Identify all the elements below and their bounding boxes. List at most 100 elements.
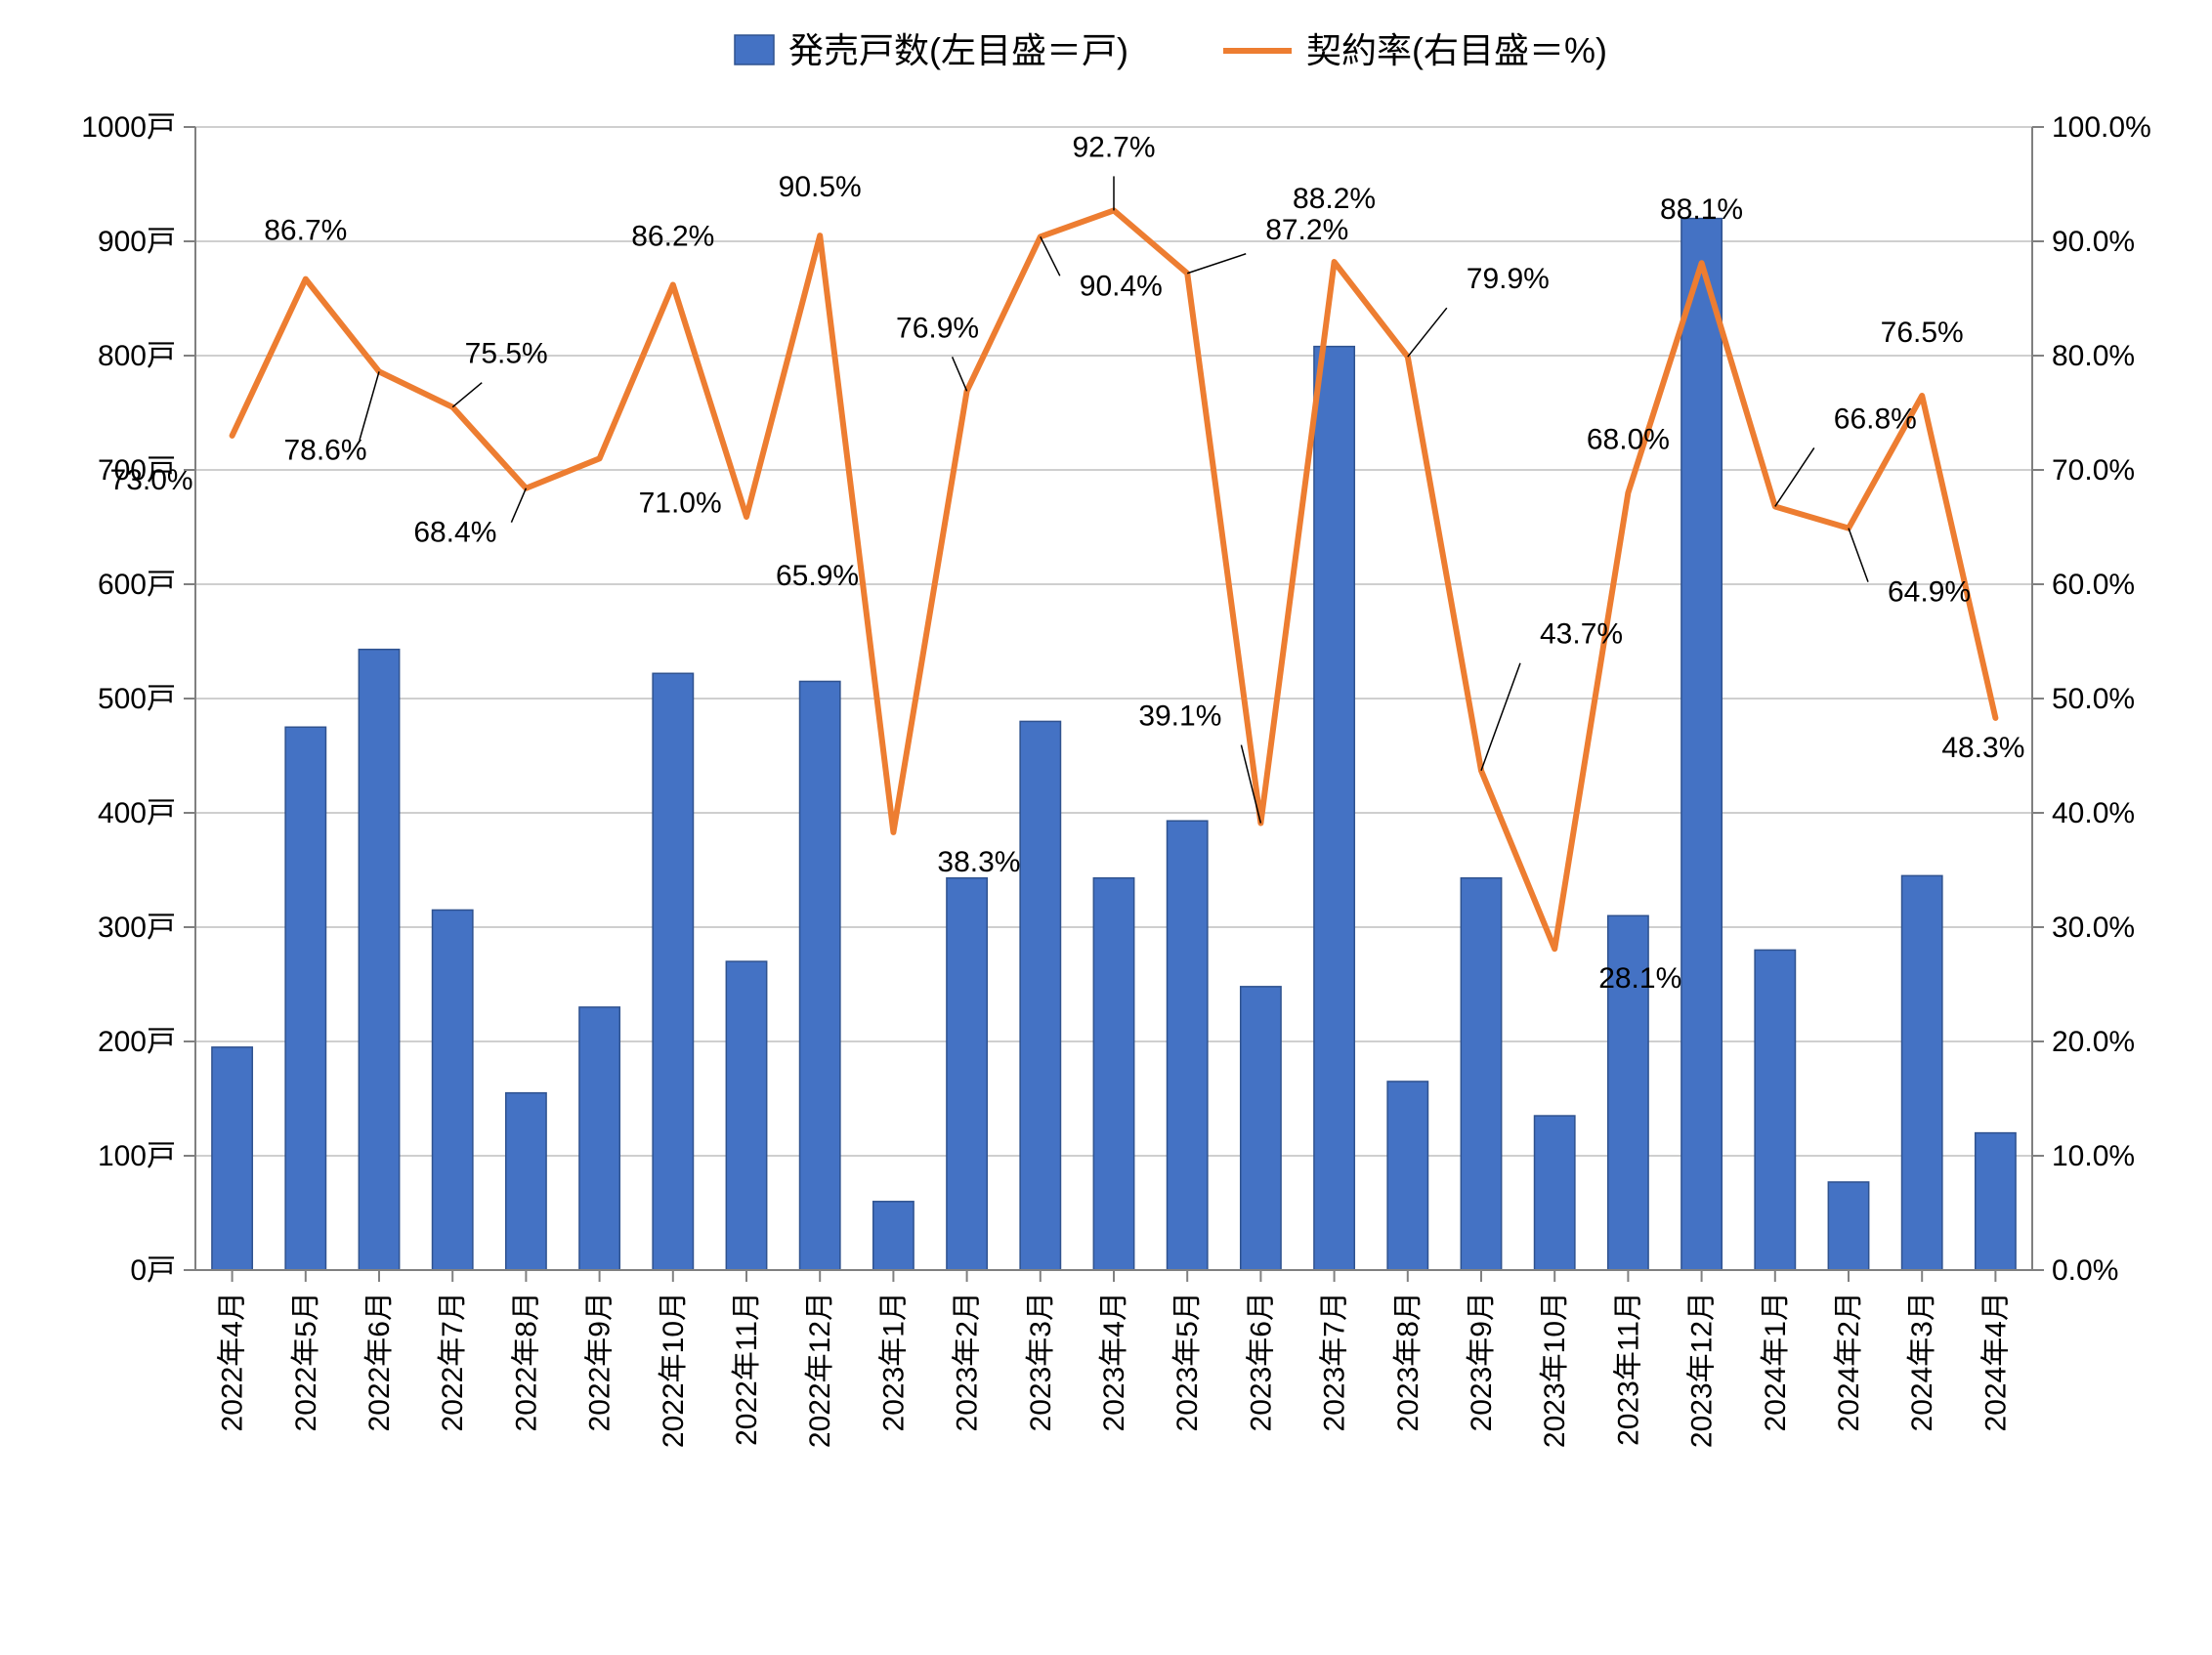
bar [1168,821,1208,1270]
bar [1828,1182,1868,1270]
data-label: 43.7% [1540,618,1623,651]
y-left-tick-label: 100戸 [98,1140,176,1172]
data-label: 86.7% [264,215,347,247]
data-label: 92.7% [1072,131,1155,163]
y-left-tick-label: 600戸 [98,569,176,601]
x-tick-label: 2023年4月 [1098,1292,1130,1431]
bar [1755,950,1795,1270]
chart-container: 73.0%86.7%78.6%75.5%68.4%71.0%86.2%65.9%… [0,0,2212,1655]
x-tick-label: 2023年10月 [1539,1292,1571,1448]
x-tick-label: 2024年2月 [1833,1292,1865,1431]
y-right-tick-label: 10.0% [2052,1140,2135,1172]
y-right-tick-label: 60.0% [2052,569,2135,601]
bar [285,727,325,1270]
y-right-tick-label: 20.0% [2052,1026,2135,1058]
data-label: 65.9% [776,560,859,592]
y-right-tick-label: 70.0% [2052,454,2135,487]
x-tick-label: 2022年8月 [510,1292,542,1431]
x-tick-label: 2023年3月 [1025,1292,1057,1431]
x-tick-label: 2024年1月 [1760,1292,1792,1431]
combo-chart: 73.0%86.7%78.6%75.5%68.4%71.0%86.2%65.9%… [0,0,2212,1655]
bar [653,673,693,1270]
bar [506,1093,546,1270]
y-left-tick-label: 700戸 [98,454,176,487]
line-series [233,210,1996,949]
data-label: 71.0% [639,487,722,519]
y-left-tick-label: 300戸 [98,912,176,944]
y-right-tick-label: 50.0% [2052,683,2135,715]
y-left-tick-label: 500戸 [98,683,176,715]
x-tick-label: 2023年1月 [877,1292,910,1431]
x-tick-label: 2024年3月 [1906,1292,1938,1431]
data-label: 39.1% [1138,700,1221,733]
x-tick-label: 2023年8月 [1392,1292,1425,1431]
right-y-axis: 0.0% 10.0% 20.0% 30.0% 40.0% 50.0% 60.0% 70.0% 8… [2032,111,2151,1287]
legend-bar-label: 発売戸数(左目盛＝戸) [788,30,1128,70]
x-tick-label: 2022年12月 [804,1292,836,1448]
data-label: 68.0% [1587,423,1670,455]
y-right-tick-label: 0.0% [2052,1254,2118,1287]
y-right-tick-label: 40.0% [2052,797,2135,829]
bar [1902,875,1942,1270]
y-left-tick-label: 800戸 [98,340,176,372]
bar-series [212,219,2016,1270]
x-tick-label: 2022年6月 [363,1292,396,1431]
data-label: 38.3% [937,846,1020,878]
bar [1020,721,1060,1270]
x-tick-label: 2022年11月 [731,1292,763,1446]
x-tick-label: 2023年12月 [1686,1292,1719,1448]
x-tick-label: 2023年2月 [952,1292,984,1431]
data-label: 90.4% [1080,270,1163,302]
bar [359,650,399,1270]
data-label: 78.6% [283,434,366,466]
x-tick-label: 2022年4月 [217,1292,249,1431]
data-label: 76.9% [896,312,979,344]
x-tick-label: 2022年10月 [658,1292,690,1448]
y-left-tick-label: 200戸 [98,1026,176,1058]
data-label: 76.5% [1881,317,1964,349]
x-tick-label: 2023年6月 [1245,1292,1277,1431]
data-label: 66.8% [1834,403,1917,435]
y-right-tick-label: 90.0% [2052,226,2135,258]
left-y-axis: 0戸100戸200戸300戸400戸500戸600戸700戸800戸900戸10… [81,111,195,1287]
x-tick-label: 2023年9月 [1466,1292,1498,1431]
y-right-tick-label: 80.0% [2052,340,2135,372]
bar [1241,987,1281,1270]
x-axis: 2022年4月2022年5月2022年6月2022年7月2022年8月2022年… [217,1270,2013,1448]
bar [1461,878,1501,1270]
y-left-tick-label: 0戸 [130,1254,176,1287]
data-label: 75.5% [465,338,548,370]
y-left-tick-label: 400戸 [98,797,176,829]
data-label: 90.5% [779,171,862,203]
data-label: 68.4% [413,517,496,549]
legend: 発売戸数(左目盛＝戸) 契約率(右目盛＝%) [735,30,1607,70]
bar [1976,1133,2016,1270]
bar [726,961,766,1270]
legend-line-label: 契約率(右目盛＝%) [1306,30,1607,70]
bar [579,1007,619,1270]
x-tick-label: 2022年9月 [584,1292,617,1431]
legend-bar-swatch [735,35,774,64]
y-right-tick-label: 30.0% [2052,912,2135,944]
bar [1681,219,1722,1270]
y-right-tick-label: 100.0% [2052,111,2151,144]
data-label: 64.9% [1888,576,1971,609]
bar [433,910,473,1270]
data-label: 48.3% [1941,732,2024,764]
data-label: 86.2% [631,220,714,252]
data-label: 88.1% [1660,193,1743,226]
x-tick-label: 2023年5月 [1171,1292,1204,1431]
bar [1387,1082,1427,1270]
x-tick-label: 2023年11月 [1612,1292,1644,1446]
bar [1535,1116,1575,1270]
data-label: 28.1% [1598,962,1681,995]
x-tick-label: 2024年4月 [1979,1292,2012,1431]
x-tick-label: 2022年5月 [290,1292,322,1431]
bar [212,1047,252,1270]
data-label: 88.2% [1293,183,1376,215]
y-left-tick-label: 1000戸 [81,111,176,144]
data-label: 79.9% [1467,263,1550,295]
x-tick-label: 2023年7月 [1319,1292,1351,1431]
bar [1314,347,1354,1270]
bar [947,878,987,1270]
